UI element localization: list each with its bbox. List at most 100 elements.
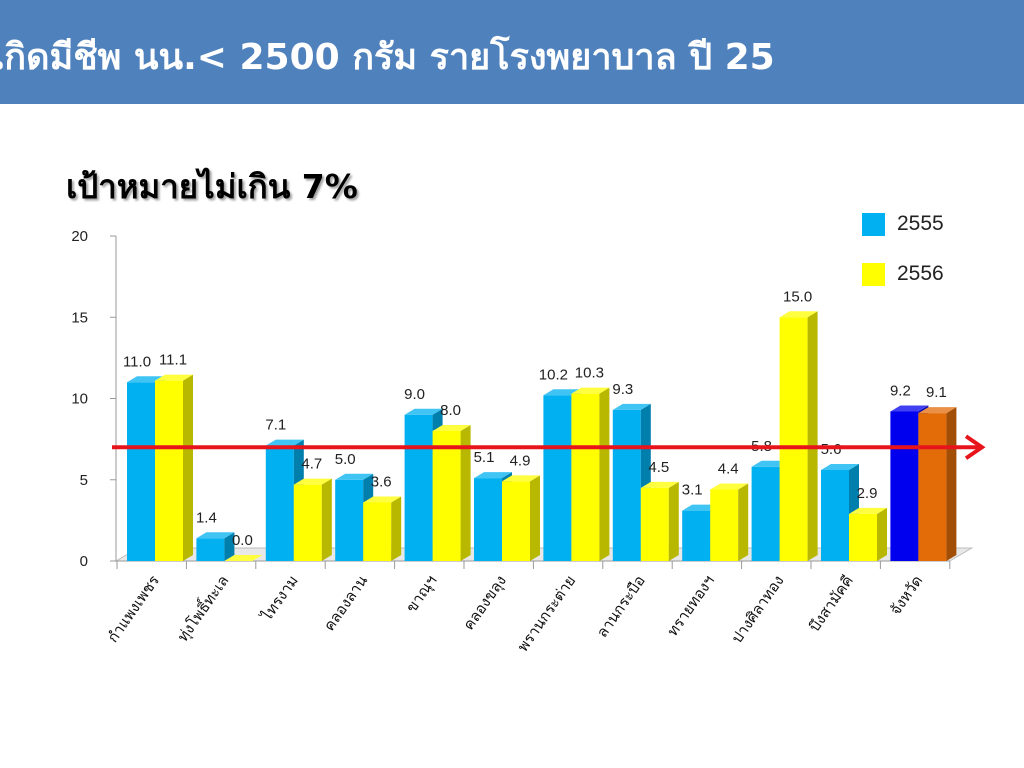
legend-label-2556: 2556 bbox=[897, 262, 944, 285]
bar-side bbox=[807, 311, 818, 561]
data-label: 4.9 bbox=[510, 452, 531, 469]
bar-top bbox=[224, 555, 263, 561]
bar-side bbox=[183, 374, 193, 561]
data-label: 3.1 bbox=[682, 482, 703, 499]
category-label: ทรายทองฯ bbox=[663, 572, 718, 640]
bar-top bbox=[155, 374, 193, 381]
y-tick-label: 20 bbox=[71, 228, 88, 245]
bar-front bbox=[543, 395, 572, 561]
data-label: 2.9 bbox=[857, 485, 878, 502]
bar-front bbox=[751, 466, 780, 561]
bar-front bbox=[890, 411, 919, 561]
bar-side bbox=[877, 507, 887, 561]
bar-front bbox=[571, 393, 600, 561]
bar-front bbox=[710, 489, 739, 561]
bar-front bbox=[127, 382, 155, 561]
slide-title: เกิดมีชีพ นน.< 2500 กรัม รายโรงพยาบาล ปี… bbox=[0, 37, 775, 78]
bar-front bbox=[363, 502, 392, 561]
bar-front bbox=[155, 380, 183, 561]
data-label: 0.0 bbox=[232, 532, 253, 549]
data-label: 3.6 bbox=[371, 474, 392, 491]
bar-top bbox=[779, 311, 818, 318]
bar-top bbox=[335, 473, 374, 480]
data-label: 10.2 bbox=[539, 366, 568, 383]
y-tick-label: 10 bbox=[71, 391, 88, 408]
bar-side bbox=[391, 496, 402, 561]
title-bar: เกิดมีชีพ นน.< 2500 กรัม รายโรงพยาบาล ปี… bbox=[0, 0, 1024, 104]
category-label: จังหวัด bbox=[886, 572, 926, 619]
category-label: คลองขลุง bbox=[459, 572, 510, 634]
bar-side bbox=[738, 483, 749, 561]
category-label: พรานกระต่าย bbox=[514, 572, 580, 655]
category-label: กำแพงเพชร bbox=[104, 572, 163, 646]
data-label: 4.7 bbox=[301, 456, 322, 473]
bar-side bbox=[321, 478, 332, 561]
bar-2556-3 bbox=[363, 496, 402, 561]
data-label: 10.3 bbox=[575, 365, 604, 382]
bar-top bbox=[918, 407, 957, 414]
bar-top bbox=[474, 472, 512, 479]
data-label: 9.2 bbox=[890, 383, 911, 400]
bar-side bbox=[668, 481, 679, 561]
bar-top bbox=[821, 464, 859, 470]
bar-top bbox=[432, 425, 471, 431]
bar-front bbox=[502, 481, 530, 561]
bar-2556-11 bbox=[918, 407, 957, 561]
bar-top bbox=[710, 483, 749, 490]
bar-side bbox=[460, 425, 471, 561]
data-label: 9.3 bbox=[612, 381, 633, 398]
category-label: คลองลาน bbox=[320, 572, 371, 634]
bar-front bbox=[918, 413, 947, 561]
data-label: 5.1 bbox=[474, 449, 495, 466]
bar-side bbox=[599, 387, 610, 561]
bar-top bbox=[404, 408, 443, 415]
y-tick-label: 5 bbox=[80, 472, 88, 489]
bar-side bbox=[224, 532, 235, 561]
data-label: 11.0 bbox=[123, 353, 151, 370]
chart-subtitle: เป้าหมายไม่เกิน 7% bbox=[66, 167, 358, 206]
bar-front bbox=[265, 445, 294, 561]
data-label: 5.0 bbox=[335, 451, 356, 468]
data-label: 7.1 bbox=[265, 417, 286, 434]
y-tick-label: 0 bbox=[80, 553, 88, 570]
bar-front bbox=[335, 479, 364, 561]
bar-2556-7 bbox=[640, 481, 679, 561]
category-label: บึงสามัคคี bbox=[805, 572, 857, 635]
bar-top bbox=[849, 507, 887, 514]
bar-front bbox=[640, 487, 669, 561]
bar-front bbox=[404, 414, 433, 561]
bar-front bbox=[821, 470, 849, 561]
category-label: ขาณุฯ bbox=[402, 572, 441, 616]
bar-2556-6 bbox=[571, 387, 610, 561]
bar-2556-1 bbox=[224, 555, 263, 561]
legend-swatch-2556 bbox=[862, 263, 885, 286]
category-label: ทุ่งโพธิ์ทะเล bbox=[172, 571, 233, 646]
data-label: 8.0 bbox=[440, 402, 461, 419]
bar-top bbox=[363, 496, 402, 503]
category-label: ปางศิลาทอง bbox=[728, 572, 788, 647]
bar-front bbox=[612, 409, 641, 561]
bar-2556-8 bbox=[710, 483, 749, 561]
bar-top bbox=[890, 405, 929, 412]
bar-front bbox=[432, 431, 461, 561]
bar-2556-5 bbox=[502, 475, 540, 561]
bar-top bbox=[640, 481, 679, 488]
data-label: 4.4 bbox=[718, 461, 739, 478]
bar-top bbox=[612, 403, 651, 410]
target-arrow-icon bbox=[964, 434, 986, 460]
category-label: ลานกระบือ bbox=[593, 572, 649, 641]
bar-side bbox=[530, 475, 540, 561]
data-label: 11.1 bbox=[159, 352, 187, 369]
bar-front bbox=[474, 478, 502, 561]
data-label: 1.4 bbox=[196, 509, 217, 526]
bar-front bbox=[682, 510, 711, 561]
y-tick-label: 15 bbox=[71, 309, 88, 326]
bar-side bbox=[946, 407, 957, 561]
bar-front bbox=[196, 538, 225, 561]
bar-top bbox=[571, 387, 610, 394]
data-label: 9.1 bbox=[926, 384, 947, 401]
data-label: 9.0 bbox=[404, 386, 425, 403]
bar-2556-9 bbox=[779, 311, 818, 561]
bar-top bbox=[265, 439, 304, 446]
